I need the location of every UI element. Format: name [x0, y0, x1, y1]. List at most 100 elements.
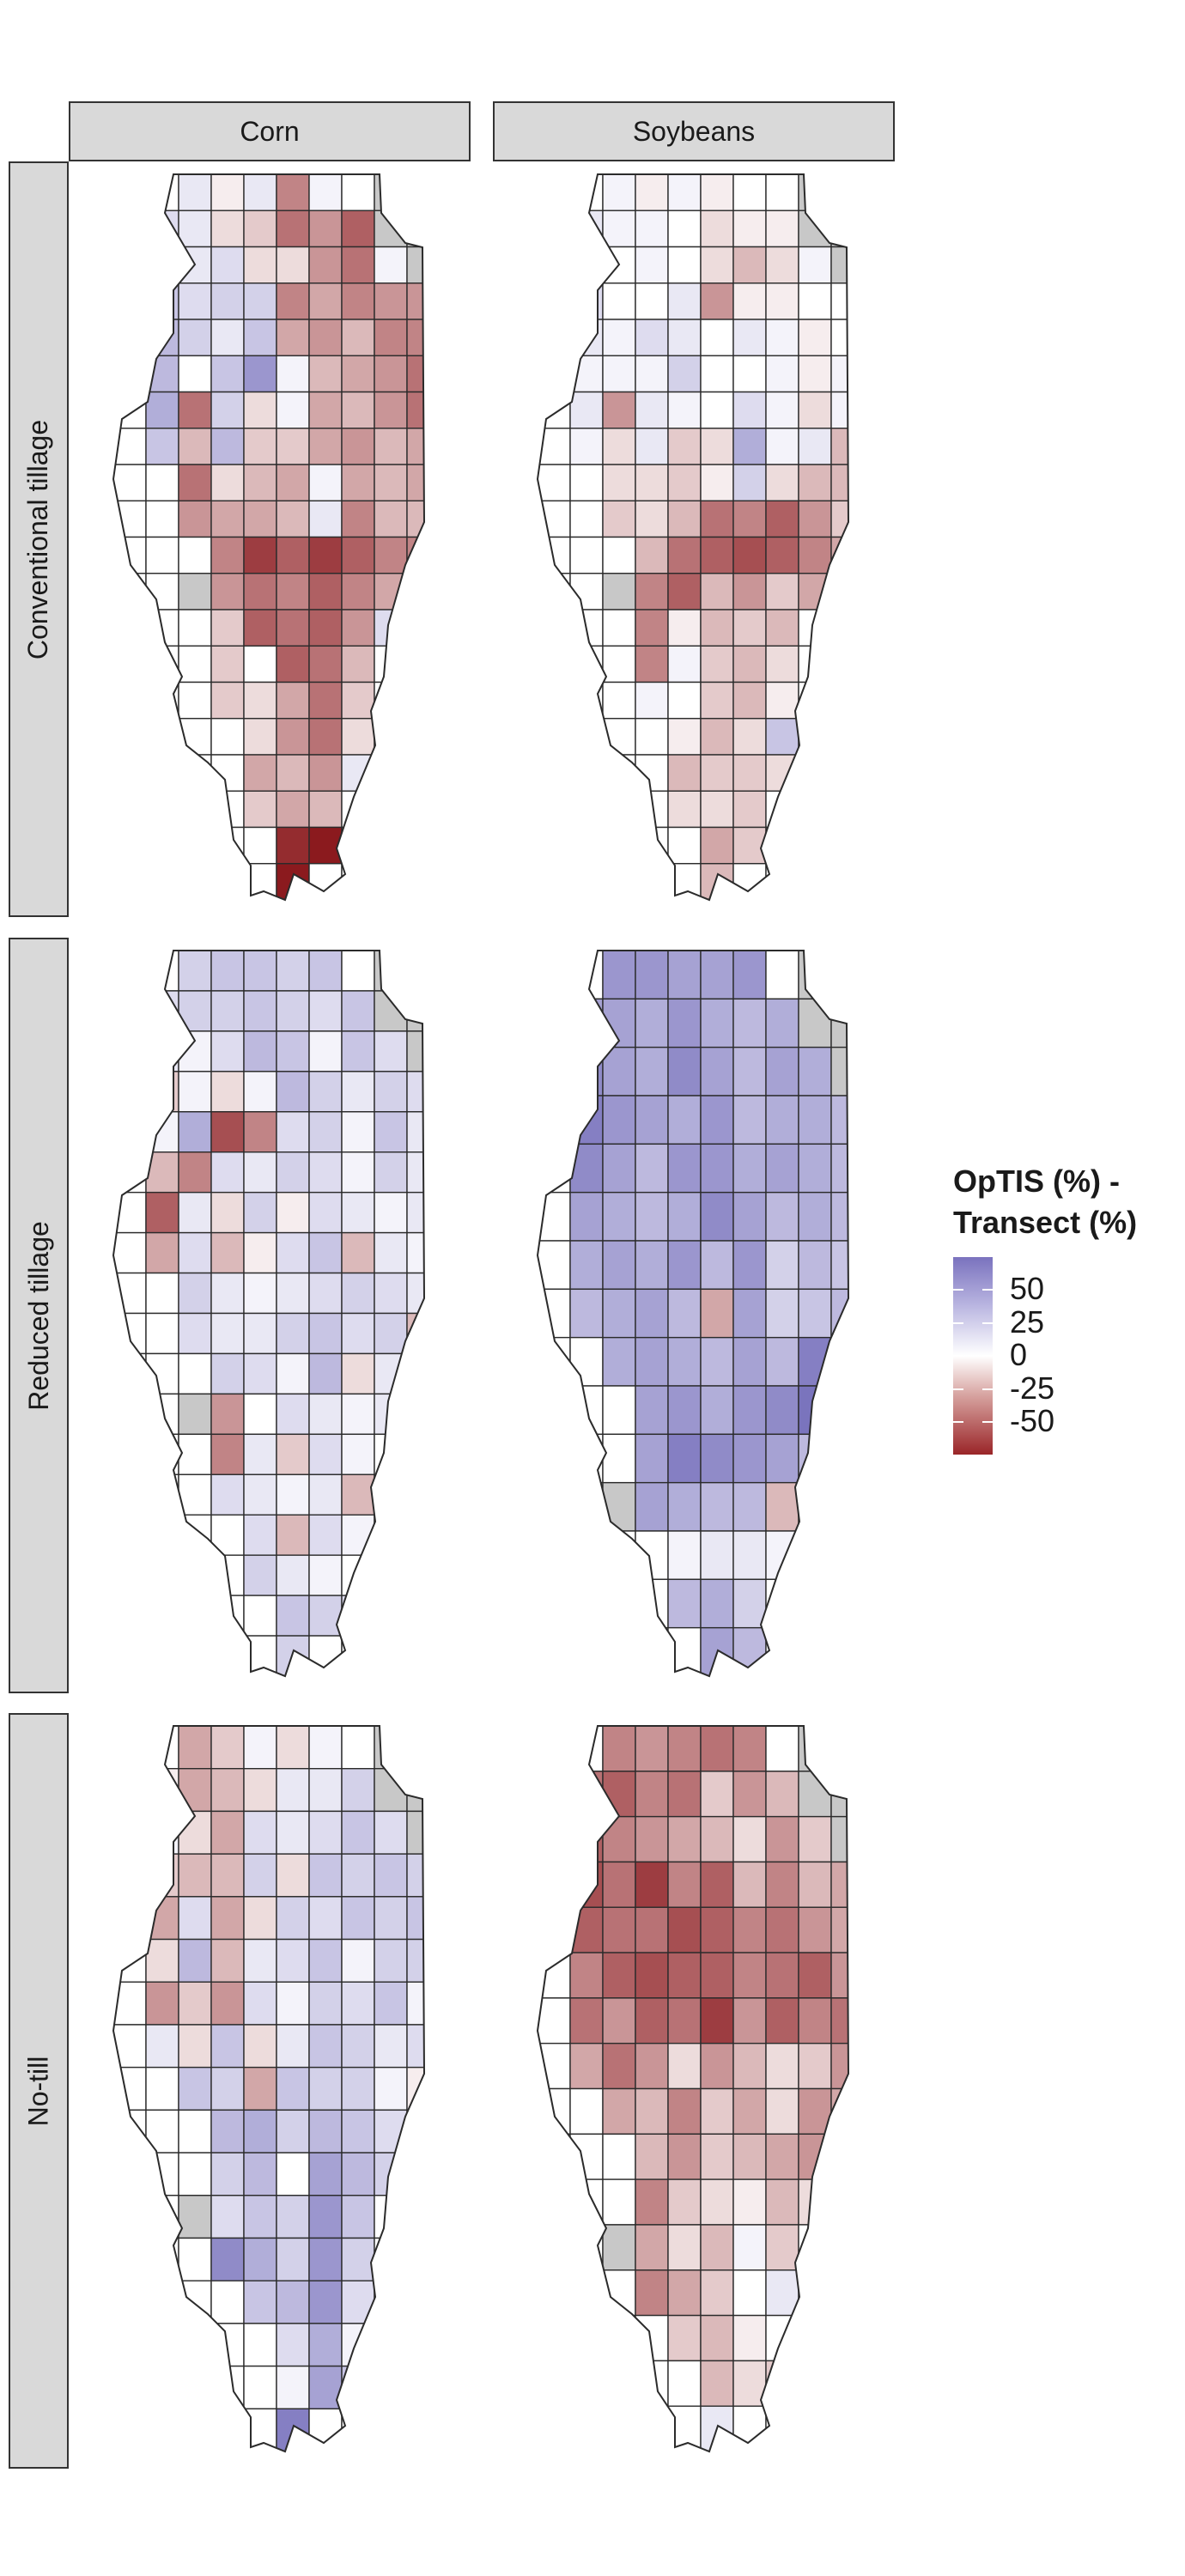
county-cell	[406, 2365, 424, 2409]
county-cell	[276, 990, 310, 1032]
county-cell	[732, 1046, 767, 1097]
county-cell	[145, 1191, 179, 1234]
legend-tick	[953, 1322, 963, 1324]
county-cell	[210, 428, 245, 465]
county-cell	[569, 2405, 604, 2451]
county-cell	[243, 283, 277, 320]
county-cell	[732, 790, 767, 829]
county-cell	[308, 1111, 343, 1153]
county-cell	[406, 2195, 424, 2239]
county-cell	[374, 464, 408, 501]
county-cell	[569, 2042, 604, 2090]
state-outline	[112, 173, 426, 902]
county-cell	[341, 790, 375, 829]
county-cell	[178, 1853, 212, 1898]
county-cell	[538, 283, 571, 320]
county-cell	[700, 645, 734, 683]
county-cell	[732, 645, 767, 683]
county-cell	[667, 2133, 702, 2180]
county-cell	[374, 2024, 408, 2069]
county-cell	[374, 1393, 408, 1436]
county-cell	[635, 319, 669, 356]
county-cell	[798, 863, 832, 900]
county-cell	[145, 718, 179, 756]
county-cell	[210, 681, 245, 720]
county-cell	[341, 355, 375, 393]
county-cell	[276, 681, 310, 720]
county-cell	[538, 718, 571, 756]
county-cell	[635, 2178, 669, 2226]
county-cell	[308, 391, 343, 429]
county-cell	[243, 2323, 277, 2367]
county-cell	[178, 951, 212, 992]
county-cell	[374, 2195, 408, 2239]
county-cell	[830, 1626, 848, 1676]
legend-tick	[953, 1289, 963, 1291]
county-cell	[374, 645, 408, 683]
county-cell	[667, 1771, 702, 1818]
county-cell	[538, 319, 571, 356]
county-cell	[276, 1473, 310, 1516]
county-cell	[798, 2178, 832, 2226]
county-cell	[700, 1288, 734, 1339]
county-cell	[798, 754, 832, 792]
county-cell	[732, 2042, 767, 2090]
county-cell	[798, 355, 832, 393]
map-svg	[112, 1725, 426, 2453]
county-cell	[830, 790, 848, 829]
county-cell	[243, 1231, 277, 1274]
county-cell	[830, 2269, 848, 2317]
county-cell	[830, 1530, 848, 1581]
county-cell	[406, 790, 424, 829]
state-outline	[536, 1725, 850, 2453]
county-cell	[276, 1071, 310, 1113]
county-cell	[830, 1726, 848, 1772]
county-cell	[569, 1288, 604, 1339]
county-cell	[210, 754, 245, 792]
county-cell	[406, 1554, 424, 1596]
county-cell	[798, 2314, 832, 2362]
county-cell	[243, 210, 277, 248]
county-cell	[406, 1312, 424, 1355]
county-cell	[635, 998, 669, 1048]
county-cell	[406, 573, 424, 611]
county-cell	[243, 826, 277, 865]
county-cell	[276, 1896, 310, 1941]
county-cell	[798, 246, 832, 284]
county-cell	[667, 951, 702, 1000]
county-cell	[798, 1530, 832, 1581]
county-cell	[667, 2314, 702, 2362]
county-cell	[732, 1771, 767, 1818]
county-cell	[374, 319, 408, 356]
county-cell	[569, 391, 604, 429]
county-cell	[765, 951, 799, 1000]
county-cell	[210, 319, 245, 356]
county-cell	[538, 826, 571, 865]
county-cell	[341, 573, 375, 611]
county-cell	[341, 1938, 375, 1983]
county-cell	[700, 2269, 734, 2317]
county-cell	[308, 990, 343, 1032]
county-cell	[700, 174, 734, 211]
county-cell	[341, 2195, 375, 2239]
county-cell	[210, 1896, 245, 1941]
county-cell	[569, 826, 604, 865]
county-cell	[765, 2405, 799, 2451]
county-cell	[243, 2066, 277, 2111]
county-cell	[113, 1433, 147, 1475]
county-cell	[276, 1810, 310, 1855]
county-cell	[145, 1231, 179, 1274]
county-cell	[765, 536, 799, 574]
county-cell	[635, 718, 669, 756]
county-cell	[341, 2323, 375, 2367]
county-cell	[538, 1861, 571, 1908]
county-cell	[635, 1288, 669, 1339]
county-cell	[178, 1151, 212, 1194]
county-cell	[374, 246, 408, 284]
county-cell	[538, 1815, 571, 1863]
county-cell	[341, 174, 375, 211]
county-cell	[113, 863, 147, 900]
county-cell	[276, 951, 310, 992]
county-cell	[569, 1578, 604, 1629]
county-cell	[308, 464, 343, 501]
